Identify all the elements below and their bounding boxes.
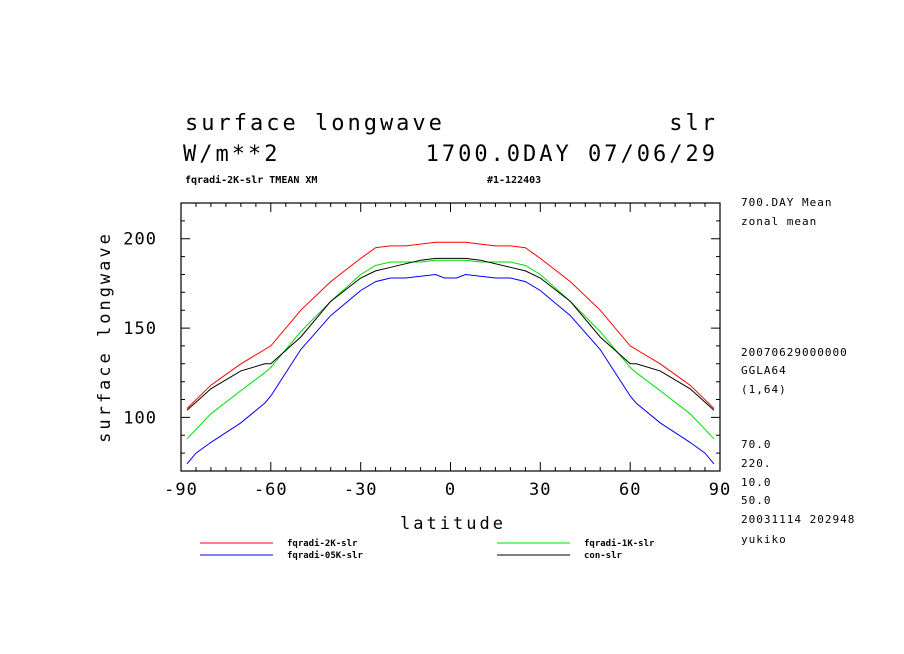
- series-line-con-slr: [186, 257, 715, 411]
- x-tick-label: -90: [164, 480, 198, 500]
- y-tick-label: 100: [123, 408, 157, 428]
- legend: fqradi-2K-slr fqradi-1K-slr fqradi-05K-slr…: [200, 538, 655, 561]
- legend-label: fqradi-05K-slr: [287, 550, 363, 561]
- y-axis-label: surface longwave: [95, 231, 115, 443]
- side-v2: 220.: [741, 457, 772, 470]
- side-mean: 700.DAY Mean: [741, 196, 832, 209]
- y-tick-label: 200: [123, 230, 157, 250]
- side-grid: GGLA64: [741, 364, 787, 377]
- plot-frame: [180, 202, 721, 472]
- variable-name: slr: [669, 111, 718, 136]
- tick-marks: [180, 202, 721, 472]
- side-stamp: 20031114 202948: [741, 513, 855, 526]
- x-axis-label: latitude: [400, 514, 506, 534]
- series-line-fqradi-05K-slr: [186, 273, 715, 465]
- side-user: yukiko: [741, 533, 787, 546]
- axis-tick-labels: -90 -60 -30 0 30 60 90 100 150 200: [123, 230, 731, 500]
- x-tick-label: 90: [709, 480, 731, 500]
- side-v4: 50.0: [741, 494, 772, 507]
- side-v1: 70.0: [741, 438, 772, 451]
- series-line-fqradi-2K-slr: [186, 241, 715, 409]
- series-line-fqradi-1K-slr: [186, 259, 715, 440]
- x-tick-label: -30: [344, 480, 378, 500]
- series-lines: [186, 241, 715, 465]
- subtitle-right: #1-122403: [487, 175, 541, 186]
- subtitle-left: fqradi-2K-slr TMEAN XM: [185, 174, 317, 186]
- time-label: 1700.0DAY 07/06/29: [426, 142, 718, 167]
- x-tick-label: -60: [254, 480, 288, 500]
- legend-label: con-slr: [584, 551, 623, 561]
- x-tick-label: 30: [529, 480, 551, 500]
- y-tick-label: 150: [123, 319, 157, 339]
- legend-label: fqradi-1K-slr: [584, 538, 655, 549]
- side-date: 20070629000000: [741, 346, 848, 359]
- x-tick-label: 0: [445, 480, 456, 500]
- side-zonal: zonal mean: [741, 215, 817, 228]
- side-v3: 10.0: [741, 476, 772, 489]
- chart-title: surface longwave: [185, 111, 445, 136]
- legend-label: fqradi-2K-slr: [287, 538, 358, 549]
- units-label: W/m**2: [183, 142, 280, 167]
- side-index: (1,64): [741, 383, 787, 396]
- x-tick-label: 60: [619, 480, 641, 500]
- axis-ticks: [180, 202, 721, 472]
